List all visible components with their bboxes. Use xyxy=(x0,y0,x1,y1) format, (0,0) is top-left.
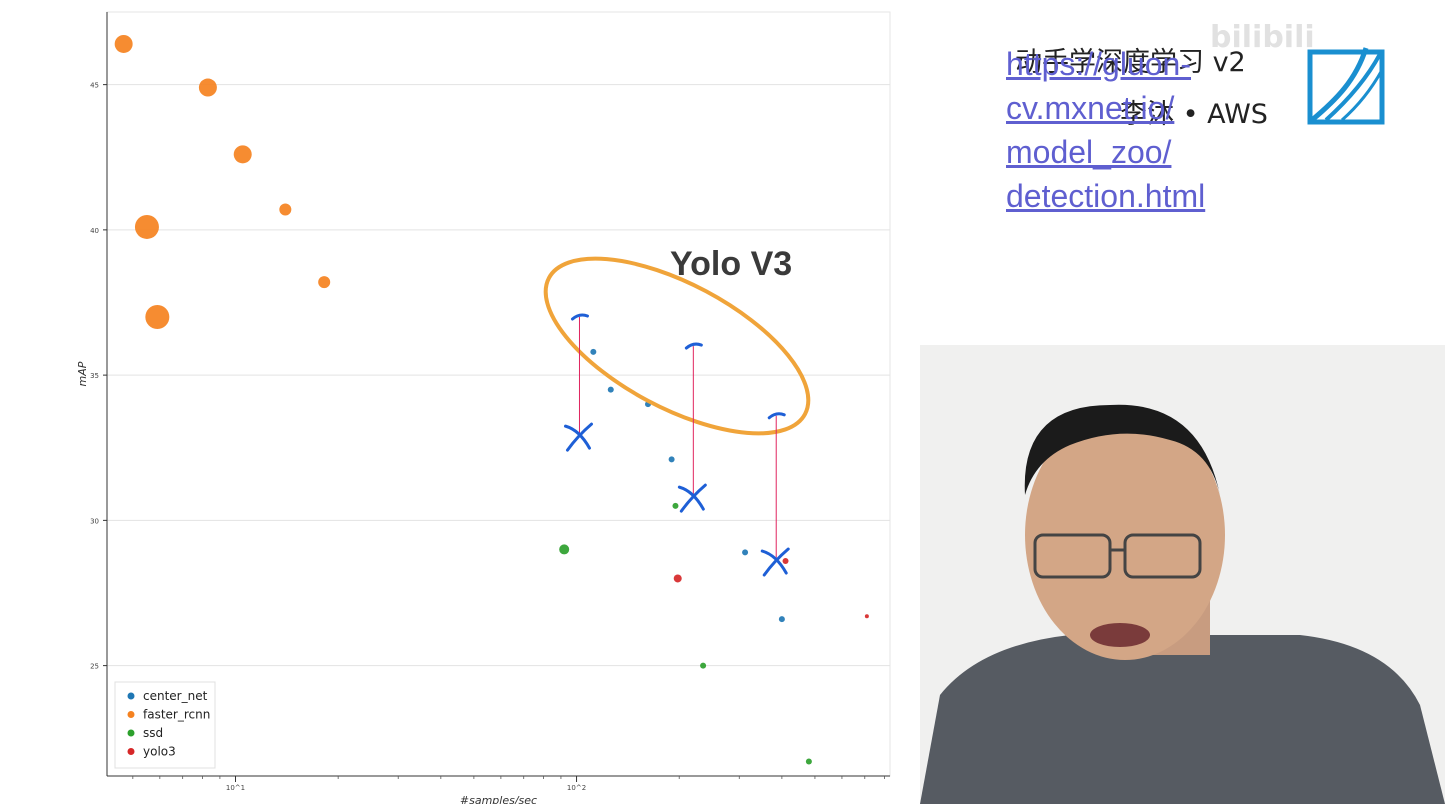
legend-label: yolo3 xyxy=(143,745,176,759)
y-axis-title: mAP xyxy=(76,361,89,386)
data-point xyxy=(864,614,869,619)
data-point xyxy=(134,214,159,239)
legend-label: ssd xyxy=(143,726,163,740)
x-mark xyxy=(760,547,790,577)
legend-label: center_net xyxy=(143,689,208,703)
y-tick-label: 25 xyxy=(90,663,99,671)
presenter-figure xyxy=(920,404,1445,804)
data-point xyxy=(590,348,597,355)
data-point xyxy=(742,549,749,556)
presenter-video xyxy=(920,345,1445,804)
x-tick-label: 10^2 xyxy=(567,784,586,792)
data-point xyxy=(805,758,812,765)
data-point xyxy=(318,276,331,289)
link-line[interactable]: cv.mxnet.io/ xyxy=(1006,90,1175,126)
data-point xyxy=(145,305,170,330)
axes: 25 30 35 40 45 10^1 10^2 #samples/sec mAP xyxy=(76,12,890,804)
data-point xyxy=(778,616,785,623)
course-logo-icon xyxy=(1306,40,1386,131)
data-point xyxy=(700,662,707,669)
y-tick-label: 35 xyxy=(90,372,99,380)
legend-marker xyxy=(127,748,135,755)
y-tick-label: 30 xyxy=(90,517,99,525)
legend-marker xyxy=(127,729,135,737)
data-point xyxy=(279,203,292,216)
arrow-head-mark xyxy=(684,342,703,350)
data-point xyxy=(668,456,675,463)
annotation-title: Yolo V3 xyxy=(670,245,792,283)
legend-marker xyxy=(127,692,135,700)
data-point xyxy=(782,558,789,565)
data-points xyxy=(114,34,869,765)
grid-lines xyxy=(106,11,891,777)
data-point xyxy=(114,34,133,53)
link-line[interactable]: detection.html xyxy=(1006,178,1206,214)
gluoncv-link[interactable]: https://gluon- cv.mxnet.io/ model_zoo/ d… xyxy=(1006,42,1205,218)
data-point xyxy=(673,574,682,583)
course-title: 动手学深度学习 v2 xyxy=(1015,47,1246,78)
link-line[interactable]: https://gluon- xyxy=(1006,46,1191,82)
data-point xyxy=(233,145,252,164)
data-point xyxy=(672,502,679,509)
scatter-chart: 25 30 35 40 45 10^1 10^2 #samples/sec mAP Yolo V… xyxy=(76,11,891,804)
arrow-head-mark xyxy=(767,412,786,420)
x-mark xyxy=(677,483,707,513)
course-author: 李沐 • AWS xyxy=(1120,99,1268,130)
y-tick-label: 40 xyxy=(90,227,99,235)
highlight-ellipse xyxy=(543,256,811,436)
legend-label: faster_rcnn xyxy=(143,708,210,722)
x-axis-title: #samples/sec xyxy=(460,794,537,804)
y-tick-label: 45 xyxy=(90,82,99,90)
annotations: Yolo V3 xyxy=(543,245,811,577)
data-point xyxy=(607,386,614,393)
link-line[interactable]: model_zoo/ xyxy=(1006,134,1172,170)
data-point xyxy=(559,544,570,555)
plot-frame xyxy=(106,11,891,777)
watermark: bilibili xyxy=(1210,20,1315,55)
legend-marker xyxy=(127,711,135,718)
data-point xyxy=(198,78,217,97)
x-tick-label: 10^1 xyxy=(226,784,245,792)
arrow-head-mark xyxy=(570,313,589,321)
x-mark xyxy=(563,422,593,452)
